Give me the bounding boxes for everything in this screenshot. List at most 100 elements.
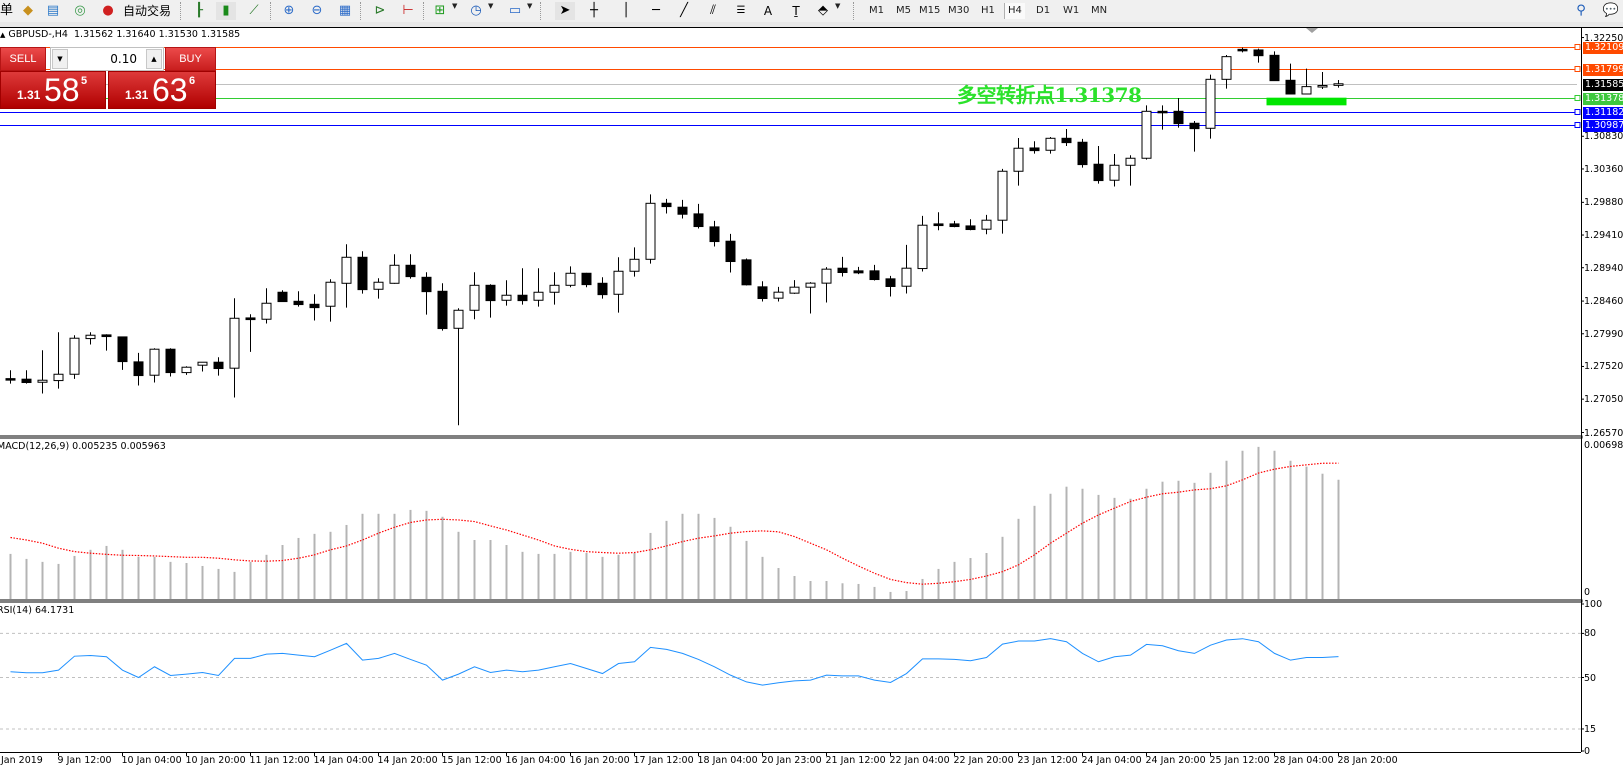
- zoom-out-icon[interactable]: ⊖: [311, 3, 323, 18]
- level-handle[interactable]: [1574, 109, 1581, 115]
- lot-increase-button[interactable]: ▲: [146, 49, 162, 69]
- candle: [757, 281, 768, 302]
- bear-candle-body: [1093, 163, 1104, 182]
- timeframe-m15[interactable]: M15: [919, 5, 941, 16]
- timeframe-mn[interactable]: MN: [1091, 5, 1108, 16]
- chart-shift-marker[interactable]: [1306, 28, 1318, 33]
- candle: [1125, 155, 1136, 186]
- timeframe-w1[interactable]: W1: [1063, 5, 1080, 16]
- time-tick-label: 24 Jan 20:00: [1145, 755, 1206, 766]
- text-icon[interactable]: A: [763, 4, 773, 18]
- bar-chart-icon[interactable]: ┠: [195, 3, 203, 18]
- timeframe-m30[interactable]: M30: [948, 5, 970, 16]
- chart-shift-icon[interactable]: ⊢: [402, 3, 414, 18]
- candle: [645, 194, 656, 264]
- bear-candle-body: [853, 270, 864, 274]
- candle: [1061, 128, 1072, 146]
- one-click-toggle-icon[interactable]: ▲: [0, 31, 6, 39]
- timeframe-h1[interactable]: H1: [981, 5, 995, 16]
- zoom-in-icon[interactable]: ⊕: [283, 3, 295, 18]
- chevron-down-icon[interactable]: ▼: [488, 2, 494, 10]
- candle: [437, 283, 448, 331]
- rsi-line: [10, 638, 1339, 686]
- autotrade-icon[interactable]: ●: [102, 3, 114, 18]
- sell-price-button[interactable]: 1.31 58 5: [0, 71, 106, 109]
- panel-separator[interactable]: [0, 599, 1583, 603]
- candle: [341, 244, 352, 308]
- search-icon[interactable]: ⚲: [1576, 3, 1586, 18]
- cursor-icon[interactable]: ➤: [555, 2, 575, 20]
- level-price-label: 1.31585: [1583, 78, 1623, 91]
- auto-scroll-icon[interactable]: ⊳: [374, 3, 386, 18]
- pivot-zone-rectangle[interactable]: [1266, 97, 1347, 106]
- timeframe-m1[interactable]: M1: [869, 5, 884, 16]
- candle: [677, 199, 688, 219]
- vertical-line-icon[interactable]: │: [622, 3, 630, 18]
- candle: [917, 215, 928, 272]
- candle: [885, 275, 896, 297]
- buy-button[interactable]: BUY: [165, 47, 216, 71]
- candle: [1205, 74, 1216, 139]
- level-handle[interactable]: [1574, 95, 1581, 101]
- horizontal-line-icon[interactable]: ─: [652, 3, 660, 18]
- level-handle[interactable]: [1574, 122, 1581, 128]
- level-price-label: 1.32109: [1583, 41, 1623, 54]
- text-label-icon[interactable]: Ṯ: [792, 4, 800, 18]
- candle: [805, 282, 816, 314]
- trendline-icon[interactable]: ╱: [680, 3, 688, 18]
- panel-separator[interactable]: [0, 435, 1583, 439]
- line-chart-icon[interactable]: ⟋: [249, 3, 259, 18]
- new-order-button[interactable]: 单: [0, 3, 14, 18]
- price-tick-label: 1.27520: [1584, 361, 1623, 373]
- bull-candle-body: [1125, 157, 1136, 166]
- time-tick-label: 28 Jan 20:00: [1337, 755, 1398, 766]
- buy-price-button[interactable]: 1.31 63 6: [108, 71, 216, 109]
- bull-candle-body: [789, 286, 800, 294]
- level-handle[interactable]: [1574, 66, 1581, 72]
- fibonacci-icon[interactable]: ☰: [736, 5, 746, 16]
- candle: [549, 272, 560, 305]
- toolbar: 单 ◆ ▤ ◎ ● 自动交易 ┠ ▮ ⟋ ⊕ ⊖ ▦ ⊳ ⊢ ⊞ ▼ ◷ ▼ ▭ ▼ …: [0, 0, 1623, 23]
- candle: [37, 350, 48, 394]
- gold-icon[interactable]: ◆: [23, 3, 33, 18]
- candle: [1221, 54, 1232, 89]
- pivot-annotation[interactable]: 多空转折点1.31378: [957, 83, 1142, 107]
- timeframe-m5[interactable]: M5: [896, 5, 911, 16]
- lot-size-input[interactable]: 0.10: [110, 52, 137, 66]
- signal-icon[interactable]: ◎: [74, 3, 86, 18]
- history-center-icon[interactable]: ▤: [46, 3, 60, 18]
- candle: [565, 266, 576, 288]
- timeframe-h4[interactable]: H4: [1004, 3, 1025, 19]
- bear-candle-body: [1077, 141, 1088, 166]
- bull-candle-body: [821, 268, 832, 284]
- candle: [1285, 63, 1296, 95]
- bull-candle-body: [85, 334, 96, 340]
- templates-icon[interactable]: ▭: [508, 3, 522, 18]
- bear-candle-body: [965, 225, 976, 231]
- chevron-down-icon[interactable]: ▼: [452, 2, 458, 10]
- chevron-down-icon[interactable]: ▼: [527, 2, 533, 10]
- indicators-icon[interactable]: ⊞: [434, 3, 446, 18]
- rsi-tick-label: 15: [1584, 723, 1597, 735]
- equidistant-channel-icon[interactable]: ⫽: [710, 3, 716, 18]
- bull-candle-body: [149, 348, 160, 376]
- lot-size-stepper[interactable]: ▼ 0.10 ▲: [50, 47, 164, 71]
- chat-icon[interactable]: 💬: [1602, 3, 1620, 18]
- bull-candle-body: [1141, 110, 1152, 159]
- candlestick-icon[interactable]: ▮: [216, 2, 236, 20]
- tile-windows-icon[interactable]: ▦: [338, 3, 352, 18]
- bear-candle-body: [677, 206, 688, 215]
- bear-candle-body: [101, 334, 112, 338]
- lot-decrease-button[interactable]: ▼: [52, 49, 68, 69]
- candle: [197, 361, 208, 372]
- level-handle[interactable]: [1574, 44, 1581, 50]
- timeframe-d1[interactable]: D1: [1036, 5, 1051, 16]
- crosshair-icon[interactable]: ┼: [590, 3, 598, 18]
- shapes-icon[interactable]: ⬘: [818, 3, 828, 18]
- sell-button[interactable]: SELL: [0, 47, 46, 71]
- chevron-down-icon[interactable]: ▼: [835, 2, 841, 10]
- auto-trade-button[interactable]: 自动交易: [122, 4, 171, 18]
- price-tick-label: 1.28940: [1584, 262, 1623, 274]
- periods-clock-icon[interactable]: ◷: [470, 3, 482, 18]
